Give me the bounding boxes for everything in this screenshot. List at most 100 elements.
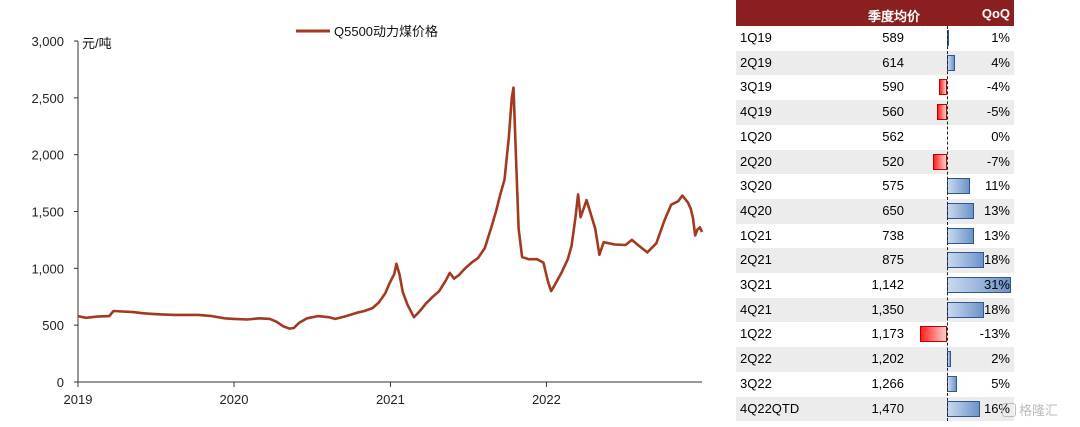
- quarterly-price-table: 季度均价 QoQ 1Q19 589 1% 2Q19 614 4% 3Q19 590 -4% 4Q1…: [736, 0, 1014, 427]
- table-row: 2Q22 1,202 2%: [736, 347, 1014, 372]
- row-qoq-pct: 13%: [983, 202, 1010, 218]
- table-row: 4Q22QTD 1,470 16%: [736, 396, 1014, 422]
- row-quarter: 4Q22QTD: [740, 400, 800, 416]
- row-quarter: 1Q19: [740, 30, 772, 45]
- qoq-bar: [947, 301, 985, 318]
- row-quarter: 1Q20: [740, 128, 772, 144]
- row-quarter: 2Q20: [740, 153, 772, 169]
- watermark-logo-icon: [1002, 403, 1016, 417]
- row-qoq-pct: 13%: [983, 227, 1010, 243]
- y-axis: 0 500 1,000 1,500 2,000 2,500 3,000: [31, 34, 79, 390]
- qoq-bar: [947, 400, 981, 417]
- qoq-bar: [920, 326, 947, 343]
- y-tick-label: 0: [57, 375, 64, 390]
- qoq-bar: [938, 79, 947, 96]
- row-quarter: 1Q22: [740, 326, 772, 342]
- qoq-zero-axis: [947, 26, 948, 421]
- row-quarter: 3Q20: [740, 178, 772, 194]
- qoq-bar: [932, 153, 947, 170]
- y-tick-label: 1,500: [31, 205, 64, 220]
- y-tick-label: 2,500: [31, 91, 64, 106]
- table-row: 1Q20 562 0%: [736, 125, 1014, 150]
- table-row: 2Q19 614 4%: [736, 50, 1014, 76]
- table-row: 3Q22 1,266 5%: [736, 372, 1014, 397]
- row-avg-price: 589: [882, 30, 904, 45]
- price-line-chart: 元/吨 Q5500动力煤价格 0 500 1,000 1,500 2,000 2,500 3…: [31, 24, 704, 407]
- row-qoq-pct: 11%: [984, 178, 1010, 194]
- row-qoq-pct: 18%: [983, 301, 1010, 317]
- row-avg-price: 650: [882, 202, 904, 218]
- row-quarter: 4Q21: [740, 301, 772, 317]
- row-qoq-pct: 4%: [991, 54, 1010, 70]
- table-row: 4Q20 650 13%: [736, 198, 1014, 224]
- row-avg-price: 1,142: [871, 277, 904, 292]
- y-unit-label: 元/吨: [82, 36, 112, 51]
- row-qoq-pct: 5%: [991, 375, 1010, 391]
- row-avg-price: 520: [882, 153, 904, 169]
- row-avg-price: 738: [882, 227, 904, 243]
- x-axis: 2019 2020 2021 2022: [64, 381, 702, 407]
- qoq-bar: [947, 178, 970, 195]
- row-avg-price: 614: [882, 54, 904, 70]
- watermark: 格隆汇: [1002, 400, 1058, 419]
- series-line-q5500: [77, 86, 704, 330]
- x-tick-label: 2020: [220, 392, 249, 407]
- qoq-bar: [947, 227, 974, 244]
- table-row: 2Q21 875 18%: [736, 248, 1014, 273]
- row-quarter: 3Q19: [740, 79, 772, 95]
- x-tick-label: 2022: [532, 392, 561, 407]
- table-row: 4Q21 1,350 18%: [736, 297, 1014, 323]
- row-qoq-pct: -7%: [986, 153, 1010, 169]
- x-tick-label: 2021: [376, 392, 405, 407]
- row-quarter: 2Q22: [740, 351, 772, 367]
- row-quarter: 4Q20: [740, 202, 772, 218]
- table-row: 3Q20 575 11%: [736, 174, 1014, 199]
- qoq-bar: [947, 375, 958, 392]
- x-tick-label: 2019: [64, 392, 93, 407]
- table-row: 1Q22 1,173 -13%: [736, 322, 1014, 347]
- row-qoq-pct: 0%: [991, 128, 1010, 144]
- qoq-bar: [947, 252, 985, 269]
- row-quarter: 2Q19: [740, 54, 772, 70]
- table-row: 1Q19 589 1%: [736, 26, 1014, 51]
- row-avg-price: 875: [882, 252, 904, 268]
- row-avg-price: 575: [882, 178, 904, 194]
- row-avg-price: 1,173: [871, 326, 904, 342]
- row-quarter: 3Q22: [740, 375, 772, 391]
- row-quarter: 3Q21: [740, 277, 772, 292]
- legend-label: Q5500动力煤价格: [334, 24, 438, 39]
- table-row: 3Q19 590 -4%: [736, 75, 1014, 100]
- qoq-bar: [936, 104, 947, 121]
- y-tick-label: 1,000: [31, 261, 64, 276]
- qoq-bar: [947, 54, 956, 71]
- table-row: 3Q21 1,142 31%: [736, 273, 1014, 298]
- header-qoq: QoQ: [981, 6, 1010, 21]
- row-quarter: 1Q21: [740, 227, 772, 243]
- y-tick-label: 2,000: [31, 148, 64, 163]
- watermark-text: 格隆汇: [1019, 403, 1059, 418]
- table-row: 1Q21 738 13%: [736, 224, 1014, 249]
- row-avg-price: 1,350: [871, 301, 904, 317]
- row-avg-price: 590: [882, 79, 904, 95]
- row-qoq-pct: 31%: [983, 277, 1010, 292]
- row-qoq-pct: 2%: [991, 351, 1010, 367]
- row-quarter: 2Q21: [740, 252, 772, 268]
- row-avg-price: 560: [882, 104, 904, 120]
- row-avg-price: 1,202: [871, 351, 904, 367]
- row-qoq-pct: -4%: [986, 79, 1010, 95]
- row-qoq-pct: 1%: [991, 30, 1010, 45]
- table-header: 季度均价 QoQ: [736, 0, 1014, 26]
- row-avg-price: 562: [882, 128, 904, 144]
- row-avg-price: 1,266: [871, 375, 904, 391]
- table-row: 2Q20 520 -7%: [736, 149, 1014, 175]
- row-quarter: 4Q19: [740, 104, 772, 120]
- qoq-bar: [947, 202, 974, 219]
- row-qoq-pct: -13%: [979, 326, 1010, 342]
- row-qoq-pct: -5%: [986, 104, 1010, 120]
- row-avg-price: 1,470: [871, 400, 904, 416]
- row-qoq-pct: 18%: [983, 252, 1010, 268]
- table-row: 4Q19 560 -5%: [736, 100, 1014, 125]
- y-tick-label: 3,000: [31, 34, 64, 49]
- header-quarterly-avg: 季度均价: [867, 9, 920, 24]
- y-tick-label: 500: [42, 318, 64, 333]
